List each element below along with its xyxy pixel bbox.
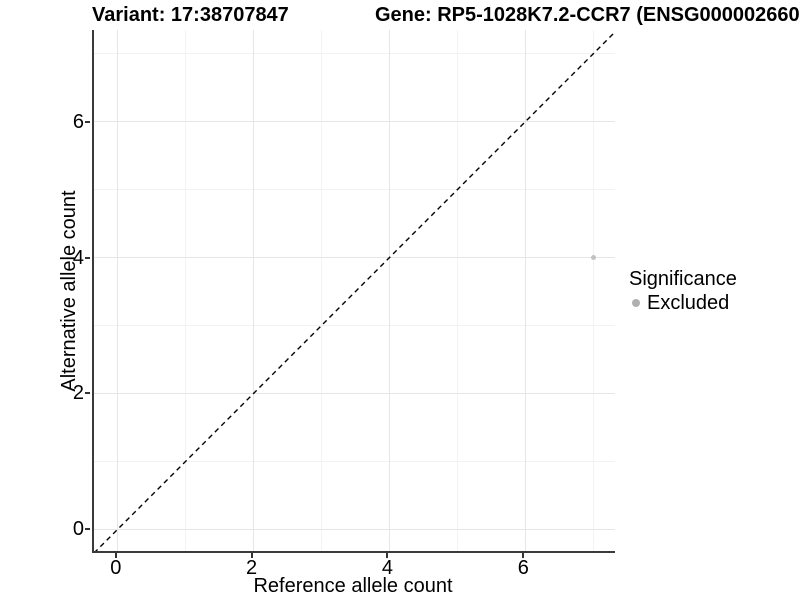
gridline-minor-x: [321, 30, 323, 551]
legend-key-circle-icon: [632, 299, 640, 307]
x-tick-label: 6: [517, 557, 529, 579]
data-point: [590, 255, 596, 261]
gridline-minor-x: [456, 30, 458, 551]
x-tick-mark: [386, 553, 389, 558]
y-tick-mark: [85, 120, 90, 123]
y-tick-mark: [85, 528, 90, 531]
gridline-minor-y: [94, 189, 615, 191]
plot-panel: [92, 30, 615, 553]
gridline-minor-y: [94, 460, 615, 462]
y-axis-title: Alternative allele count: [58, 190, 80, 392]
y-tick-label: 2: [72, 382, 84, 405]
gridline-major-y: [94, 392, 615, 394]
gridline-major-x: [524, 30, 526, 551]
gridline-major-y: [94, 257, 615, 259]
legend-title: Significance: [629, 268, 737, 290]
gridline-minor-y: [94, 53, 615, 55]
gene-title: Gene: RP5-1028K7.2-CCR7 (ENSG0000026608: [375, 4, 800, 26]
x-tick-mark: [250, 553, 253, 558]
gridline-minor-y: [94, 324, 615, 326]
x-tick-label: 0: [110, 557, 122, 579]
legend-items: Excluded: [629, 291, 737, 315]
y-tick-mark: [85, 392, 90, 395]
y-tick-label: 6: [72, 110, 84, 133]
y-tick-label: 0: [72, 518, 84, 541]
gridline-major-x: [388, 30, 390, 551]
gridline-major-x: [117, 30, 119, 551]
gridline-major-y: [94, 121, 615, 123]
gridline-major-x: [253, 30, 255, 551]
gridline-major-y: [94, 528, 615, 530]
y-tick-mark: [85, 256, 90, 259]
x-axis-title: Reference allele count: [253, 575, 453, 597]
legend-item-label: Excluded: [647, 292, 730, 314]
gridline-minor-x: [592, 30, 594, 551]
x-tick-mark: [114, 553, 117, 558]
legend: Significance Excluded: [629, 267, 737, 315]
identity-dashed-line: [95, 31, 615, 551]
x-tick-label: 2: [246, 557, 258, 579]
y-tick-label: 4: [72, 246, 84, 269]
legend-item: Excluded: [629, 291, 737, 315]
variant-title: Variant: 17:38707847: [92, 4, 289, 26]
x-tick-mark: [522, 553, 525, 558]
x-tick-label: 4: [381, 557, 394, 579]
gridline-minor-x: [185, 30, 187, 551]
